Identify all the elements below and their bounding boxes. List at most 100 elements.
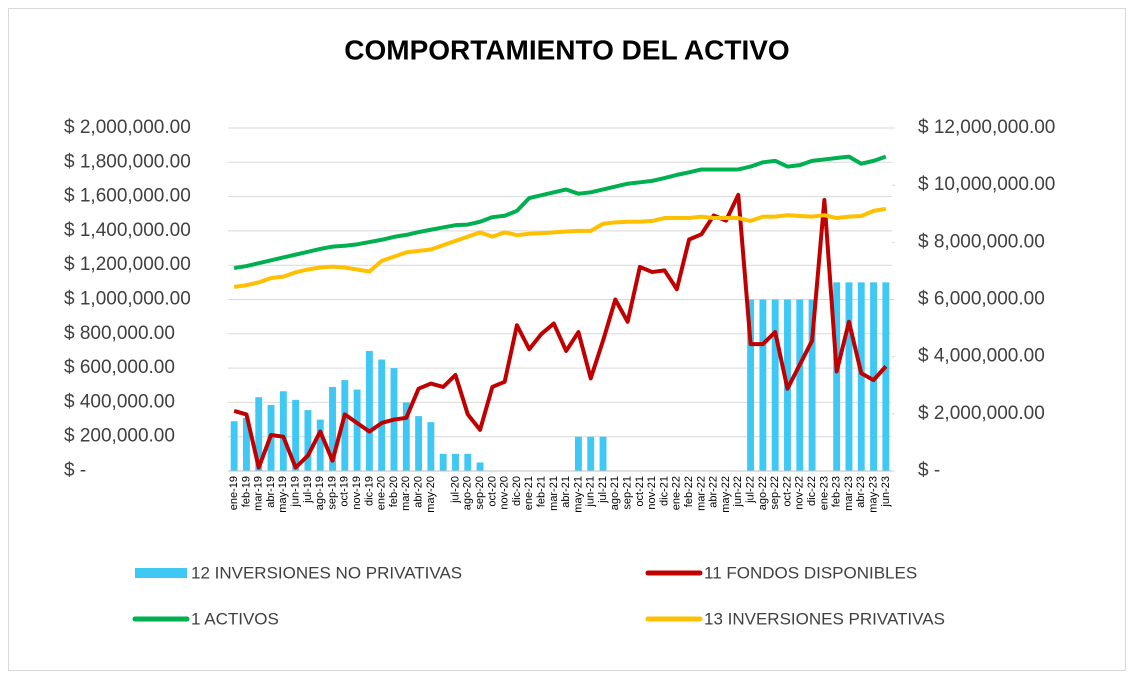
- bar: [329, 386, 336, 471]
- x-tick-label: ene-19: [228, 476, 240, 510]
- y-tick-label: $ 2,000,000.00: [64, 117, 191, 138]
- bar: [365, 350, 373, 471]
- x-tick-label: may-21: [572, 476, 584, 513]
- bar: [870, 282, 877, 471]
- y-tick-label: $ 400,000.00: [64, 391, 175, 412]
- x-tick-label: mar-22: [695, 476, 707, 511]
- y-tick-label: $ 1,000,000.00: [64, 289, 191, 310]
- y2-tick-label: $ 12,000,000.00: [918, 117, 1055, 138]
- y-tick-label: $ -: [64, 460, 86, 481]
- x-tick-label: dic-20: [511, 476, 523, 506]
- x-tick-label: jul-20: [449, 476, 461, 504]
- x-tick-label: jun-19: [290, 476, 302, 508]
- bar: [230, 421, 238, 471]
- bar: [833, 282, 841, 471]
- bar: [771, 299, 779, 471]
- bar: [747, 299, 755, 471]
- x-tick-label: jul-19: [302, 476, 314, 504]
- x-tick-label: abr-23: [855, 476, 867, 508]
- x-tick-label: abr-19: [265, 476, 277, 508]
- x-tick-label: dic-19: [363, 476, 375, 506]
- x-tick-label: jul-22: [744, 476, 756, 504]
- x-tick-label: jul-21: [597, 476, 609, 504]
- x-tick-label: abr-21: [560, 476, 572, 508]
- x-tick-label: abr-22: [708, 476, 720, 508]
- x-tick-label: nov-22: [794, 476, 806, 510]
- bar: [452, 453, 459, 471]
- x-tick-label: nov-19: [351, 476, 363, 510]
- legend-label: 13 INVERSIONES PRIVATIVAS: [704, 609, 945, 628]
- y2-tick-label: $ 4,000,000.00: [918, 346, 1045, 367]
- x-tick-label: sep-21: [622, 476, 634, 510]
- bar: [255, 397, 263, 471]
- x-tick-label: feb-22: [683, 476, 695, 507]
- bar: [427, 422, 435, 471]
- x-tick-label: jun-22: [732, 476, 744, 508]
- line: [233, 192, 888, 470]
- bar: [575, 436, 582, 471]
- bar: [857, 282, 865, 471]
- chart-border: [8, 8, 1126, 671]
- x-tick-label: oct-22: [781, 476, 793, 507]
- y-tick-label: $ 600,000.00: [64, 357, 175, 378]
- x-tick-label: may-19: [277, 476, 289, 513]
- x-tick-label: dic-22: [806, 476, 818, 506]
- x-tick-label: nov-20: [499, 476, 511, 510]
- bar: [279, 391, 287, 471]
- x-tick-label: feb-19: [240, 476, 252, 507]
- y-tick-label: $ 1,400,000.00: [64, 220, 191, 241]
- y2-tick-label: $ 6,000,000.00: [918, 289, 1045, 310]
- bar: [292, 399, 300, 471]
- x-tick-label: jun-21: [585, 476, 597, 508]
- bar: [378, 359, 386, 471]
- bar: [439, 453, 447, 471]
- x-tick-label: ene-22: [671, 476, 683, 510]
- bar: [353, 389, 361, 471]
- legend-swatch: [135, 568, 187, 578]
- bar: [476, 462, 484, 471]
- bar: [341, 380, 349, 471]
- x-tick-label: oct-20: [486, 476, 498, 507]
- bar: [796, 299, 804, 471]
- bar: [415, 416, 423, 471]
- x-tick-label: dic-21: [658, 476, 670, 506]
- x-tick-label: sep-20: [474, 476, 486, 510]
- legend-label: 1 ACTIVOS: [191, 609, 279, 628]
- bar: [402, 402, 410, 471]
- y2-tick-label: $ 2,000,000.00: [918, 403, 1045, 424]
- x-tick-label: ene-20: [376, 476, 388, 510]
- line: [233, 206, 887, 289]
- x-tick-label: may-22: [720, 476, 732, 513]
- x-tick-label: ene-21: [523, 476, 535, 510]
- y-tick-label: $ 1,600,000.00: [64, 186, 191, 207]
- x-tick-label: feb-21: [535, 476, 547, 507]
- x-tick-label: mar-20: [400, 476, 412, 511]
- y-tick-label: $ 1,200,000.00: [64, 254, 191, 275]
- x-tick-label: feb-20: [388, 476, 400, 507]
- y2-tick-label: $ 10,000,000.00: [918, 174, 1055, 195]
- x-tick-label: abr-20: [412, 476, 424, 508]
- bar: [587, 436, 595, 471]
- y-tick-label: $ 1,800,000.00: [64, 151, 191, 172]
- x-tick-label: oct-21: [634, 476, 646, 507]
- x-tick-label: ago-19: [314, 476, 326, 510]
- x-tick-label: nov-21: [646, 476, 658, 510]
- x-tick-label: ago-22: [757, 476, 769, 510]
- x-tick-label: sep-22: [769, 476, 781, 510]
- x-tick-label: jun-23: [880, 476, 892, 508]
- legend-label: 11 FONDOS DISPONIBLES: [704, 563, 917, 582]
- bar: [316, 419, 324, 471]
- x-tick-label: may-23: [867, 476, 879, 513]
- bar: [759, 299, 767, 471]
- x-tick-label: may-20: [425, 476, 437, 513]
- x-tick-label: oct-19: [339, 476, 351, 507]
- bar: [304, 410, 312, 471]
- x-tick-label: mar-21: [548, 476, 560, 511]
- bar: [882, 282, 890, 471]
- x-tick-label: sep-19: [326, 476, 338, 510]
- legend-label: 12 INVERSIONES NO PRIVATIVAS: [191, 563, 462, 582]
- bar: [808, 299, 816, 471]
- x-tick-label: feb-23: [831, 476, 843, 507]
- x-tick-label: ago-20: [462, 476, 474, 510]
